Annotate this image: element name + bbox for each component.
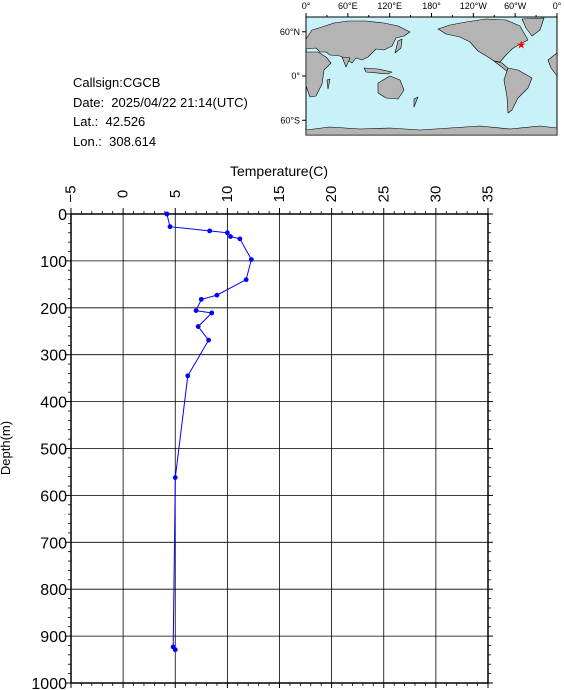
map-lat-label: 60°N bbox=[280, 27, 300, 37]
y-tick-label: 0 bbox=[58, 207, 67, 224]
map-longitude-labels: 0° 60°E 120°E 180° 120°W 60°W 0° bbox=[302, 1, 562, 11]
map-landmasses bbox=[305, 17, 558, 136]
x-tick-label: 0 bbox=[115, 190, 132, 198]
map-lon-label: 60°W bbox=[504, 1, 527, 11]
data-point bbox=[164, 211, 170, 217]
y-tick-label: 300 bbox=[40, 348, 67, 365]
map-lon-label: 120°W bbox=[460, 1, 488, 11]
y-axis-tick-labels: 0 100 200 300 400 500 600 700 800 900 1000 bbox=[31, 207, 67, 690]
land-japan bbox=[394, 38, 403, 54]
temperature-profile-series bbox=[164, 211, 254, 653]
land-india bbox=[341, 56, 351, 68]
data-point bbox=[214, 292, 220, 298]
x-tick-label: 10 bbox=[219, 186, 236, 203]
map-lon-label: 60°E bbox=[338, 1, 358, 11]
y-tick-label: 800 bbox=[40, 582, 67, 599]
x-tick-label: 5 bbox=[167, 190, 184, 198]
y-tick-label: 100 bbox=[40, 254, 67, 271]
x-tick-label: 15 bbox=[271, 186, 288, 203]
x-axis-ticks bbox=[70, 208, 489, 688]
land-madagascar bbox=[326, 78, 331, 90]
x-tick-label: −5 bbox=[63, 185, 80, 202]
land-greenland bbox=[521, 17, 545, 37]
y-tick-label: 900 bbox=[40, 629, 67, 646]
data-point bbox=[185, 373, 191, 379]
world-location-map: 0° 60°E 120°E 180° 120°W 60°W 0° 60°N 0° 60°S ★ bbox=[280, 1, 562, 136]
map-lat-label: 60°S bbox=[280, 115, 300, 125]
map-lon-label: 180° bbox=[422, 1, 441, 11]
data-point bbox=[198, 296, 204, 302]
chart-grid bbox=[71, 214, 488, 683]
land-eurasia bbox=[305, 20, 411, 64]
data-point bbox=[193, 308, 199, 314]
date-label: Date: 2025/04/22 21:14(UTC) bbox=[73, 94, 248, 110]
x-axis-tick-labels: −5 0 5 10 15 20 25 30 35 bbox=[63, 185, 497, 202]
station-location-star: ★ bbox=[516, 40, 526, 52]
data-point bbox=[243, 277, 249, 283]
data-point bbox=[172, 475, 178, 480]
x-tick-label: 30 bbox=[427, 186, 444, 203]
y-tick-label: 600 bbox=[40, 488, 67, 505]
land-africa-east bbox=[305, 51, 332, 98]
data-point bbox=[248, 257, 254, 262]
longitude-label: Lon.: 308.614 bbox=[73, 133, 157, 149]
map-latitude-labels: 60°N 0° 60°S bbox=[280, 27, 301, 126]
map-lon-label: 0° bbox=[553, 1, 562, 11]
callsign-label: Callsign:CGCB bbox=[73, 75, 161, 90]
data-point bbox=[195, 324, 201, 329]
map-latitude-ticks bbox=[302, 31, 306, 121]
land-australia bbox=[377, 75, 405, 100]
land-north-america bbox=[437, 18, 529, 63]
station-info: Callsign:CGCB Date: 2025/04/22 21:14(UTC… bbox=[73, 73, 248, 151]
x-axis-title: Temperature(C) bbox=[230, 163, 328, 179]
data-point bbox=[228, 234, 233, 239]
data-point bbox=[206, 337, 212, 343]
x-tick-label: 35 bbox=[480, 186, 497, 203]
land-new-zealand bbox=[413, 96, 419, 108]
data-point bbox=[237, 236, 243, 242]
y-tick-label: 400 bbox=[40, 395, 67, 412]
land-antarctica bbox=[305, 125, 558, 136]
map-longitude-ticks bbox=[305, 13, 558, 17]
map-lat-label: 0° bbox=[291, 71, 300, 81]
y-tick-label: 200 bbox=[40, 301, 67, 318]
data-point bbox=[172, 647, 178, 653]
x-tick-label: 25 bbox=[375, 186, 392, 203]
land-africa-west bbox=[547, 52, 558, 77]
data-point bbox=[224, 230, 230, 236]
data-point bbox=[167, 224, 173, 230]
series-line bbox=[166, 213, 252, 651]
latitude-label: Lat.: 42.526 bbox=[73, 114, 146, 129]
y-axis-title: Depth(m) bbox=[0, 421, 13, 475]
data-point bbox=[209, 310, 215, 316]
map-lon-label: 120°E bbox=[377, 1, 402, 11]
y-axis-ticks bbox=[65, 213, 493, 684]
y-tick-label: 1000 bbox=[31, 676, 67, 690]
y-tick-label: 500 bbox=[40, 442, 67, 459]
land-south-america bbox=[503, 67, 533, 114]
y-tick-label: 700 bbox=[40, 535, 67, 552]
land-indonesia bbox=[363, 67, 393, 75]
x-tick-label: 20 bbox=[323, 186, 340, 203]
map-lon-label: 0° bbox=[302, 1, 311, 11]
data-point bbox=[207, 228, 213, 234]
